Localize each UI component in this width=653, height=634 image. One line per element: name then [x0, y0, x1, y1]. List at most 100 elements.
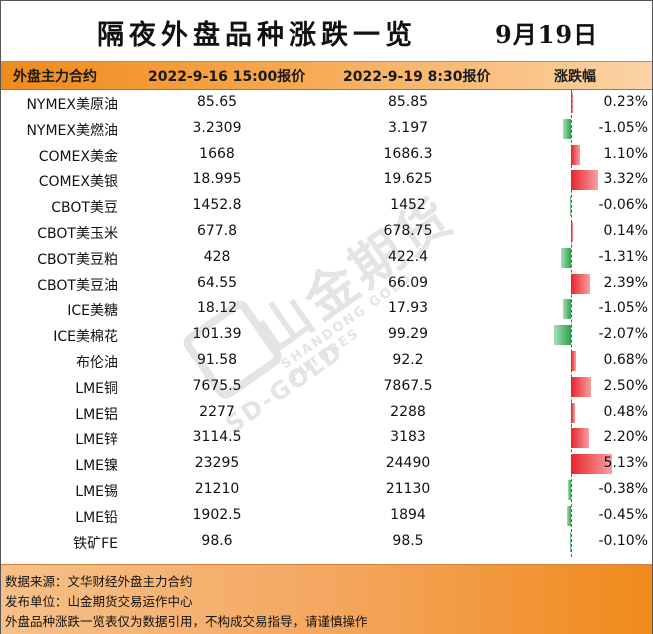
row-name: NYMEX美原油 [26, 97, 118, 113]
row-change-pct: 0.68% [603, 351, 648, 368]
row-name: CBOT美豆粕 [37, 251, 118, 268]
table-row: CBOT美豆油 64.55 66.09 2.39% [1, 271, 652, 297]
table-row: LME锌 3114.5 3183 2.20% [1, 425, 652, 451]
table-row: ICE美棉花 101.39 99.29 -2.07% [1, 322, 652, 348]
row-curr-price: 2288 [390, 403, 426, 420]
row-name: LME锡 [75, 483, 118, 500]
table-row: LME镍 23295 24490 5.13% [1, 451, 652, 477]
row-change-pct: -0.45% [598, 506, 648, 523]
row-name: 铁矿FE [73, 535, 118, 552]
footer: 数据来源：文华财经外盘主力合约 发布单位：山金期货交易运作中心 外盘品种涨跌一览… [1, 564, 652, 634]
row-change-pct: -1.05% [598, 300, 648, 317]
change-bar-up [571, 454, 613, 475]
footer-source: 数据来源：文华财经外盘主力合约 [5, 574, 193, 589]
row-name: LME锌 [75, 432, 118, 449]
row-change-pct: -2.07% [598, 326, 648, 343]
row-change-pct: -0.38% [598, 480, 648, 497]
row-name: COMEX美金 [38, 148, 118, 165]
row-change-pct: 2.50% [603, 377, 648, 394]
table-row: CBOT美豆 1452.8 1452 -0.06% [1, 193, 652, 219]
change-bar-up [571, 144, 580, 165]
row-prev-price: 1452.8 [192, 197, 242, 214]
row-name: ICE美棉花 [53, 329, 118, 346]
change-bar-up [571, 428, 589, 449]
row-change-pct: 0.23% [603, 94, 648, 110]
row-name: 布伦油 [76, 354, 118, 371]
row-curr-price: 1452 [390, 197, 426, 214]
row-name: LME镍 [75, 458, 118, 475]
row-prev-price: 18.995 [192, 171, 242, 188]
row-change-pct: 0.48% [603, 403, 648, 420]
change-bar-up [571, 273, 591, 294]
row-change-pct: 2.39% [603, 274, 648, 291]
table-row: LME铅 1902.5 1894 -0.45% [1, 503, 652, 529]
row-prev-price: 677.8 [196, 222, 238, 239]
row-change-pct: -1.31% [598, 248, 648, 265]
change-bar-up [571, 376, 591, 397]
row-change-pct: 0.14% [603, 222, 648, 239]
row-change-pct: -0.06% [598, 197, 648, 214]
table-row: 布伦油 91.58 92.2 0.68% [1, 348, 652, 374]
title-row: 隔夜外盘品种涨跌一览 9月19日 [1, 1, 652, 62]
change-bar-down [569, 531, 571, 552]
row-name: LME铝 [75, 406, 118, 423]
footer-disclaimer: 外盘品种涨跌一览表仅为数据引用，不构成交易指导，请谨慎操作 [5, 614, 368, 629]
row-curr-price: 678.75 [383, 222, 433, 239]
row-name: COMEX美银 [38, 174, 118, 191]
row-curr-price: 19.625 [383, 171, 433, 188]
footer-publisher: 发布单位：山金期货交易运作中心 [5, 594, 193, 609]
table-row: 铁矿FE 98.6 98.5 -0.10% [1, 529, 652, 555]
change-bar-down [562, 299, 571, 320]
change-bar-down [554, 325, 571, 346]
row-curr-price: 21130 [385, 480, 431, 497]
row-name: CBOT美豆 [51, 200, 118, 217]
table-row: LME铜 7675.5 7867.5 2.50% [1, 374, 652, 400]
row-curr-price: 98.5 [392, 532, 424, 549]
row-name: LME铜 [75, 380, 118, 397]
row-curr-price: 66.09 [387, 274, 429, 291]
row-change-pct: -1.05% [598, 119, 648, 136]
row-prev-price: 7675.5 [192, 377, 242, 394]
row-prev-price: 21210 [194, 480, 240, 497]
row-name: CBOT美玉米 [37, 225, 118, 242]
row-prev-price: 428 [203, 248, 231, 265]
row-change-pct: 1.10% [603, 145, 648, 162]
change-bar-up [571, 350, 577, 371]
table-row: CBOT美豆粕 428 422.4 -1.31% [1, 245, 652, 271]
table-row: NYMEX美原油 85.65 85.85 0.23% [1, 90, 652, 116]
row-name: LME铅 [75, 509, 118, 526]
row-prev-price: 1668 [199, 145, 235, 162]
row-curr-price: 1686.3 [383, 145, 433, 162]
row-name: CBOT美豆油 [37, 277, 118, 294]
header-prev-price: 2022-9-16 15:00报价 [148, 69, 306, 85]
table-row: CBOT美玉米 677.8 678.75 0.14% [1, 219, 652, 245]
change-bar-up [571, 170, 598, 191]
row-curr-price: 24490 [385, 455, 431, 472]
row-curr-price: 99.29 [387, 326, 429, 343]
table-header: 外盘主力合约 2022-9-16 15:00报价 2022-9-19 8:30报… [1, 62, 652, 90]
row-prev-price: 91.58 [196, 351, 238, 368]
row-prev-price: 3.2309 [192, 119, 242, 136]
report-date: 9月19日 [495, 20, 599, 49]
row-prev-price: 2277 [199, 403, 235, 420]
table-row: COMEX美银 18.995 19.625 3.32% [1, 167, 652, 193]
table-body: NYMEX美原油 85.65 85.85 0.23% NYMEX美燃油 3.2309 3.1… [1, 90, 652, 554]
row-change-pct: -0.10% [598, 532, 648, 549]
header-change: 涨跌幅 [554, 69, 596, 85]
row-curr-price: 17.93 [387, 300, 429, 317]
row-prev-price: 85.65 [196, 94, 238, 110]
change-bar-down [562, 118, 571, 139]
row-name: NYMEX美燃油 [26, 122, 118, 139]
change-bar-down [567, 505, 571, 526]
row-prev-price: 18.12 [196, 300, 238, 317]
row-curr-price: 85.85 [387, 94, 429, 110]
row-change-pct: 2.20% [603, 429, 648, 446]
row-change-pct: 3.32% [603, 171, 648, 188]
row-curr-price: 92.2 [392, 351, 424, 368]
header-curr-price: 2022-9-19 8:30报价 [343, 69, 491, 85]
row-prev-price: 23295 [194, 455, 240, 472]
table-row: NYMEX美燃油 3.2309 3.197 -1.05% [1, 116, 652, 142]
header-contract: 外盘主力合约 [13, 69, 97, 85]
row-name: ICE美糖 [67, 303, 118, 320]
